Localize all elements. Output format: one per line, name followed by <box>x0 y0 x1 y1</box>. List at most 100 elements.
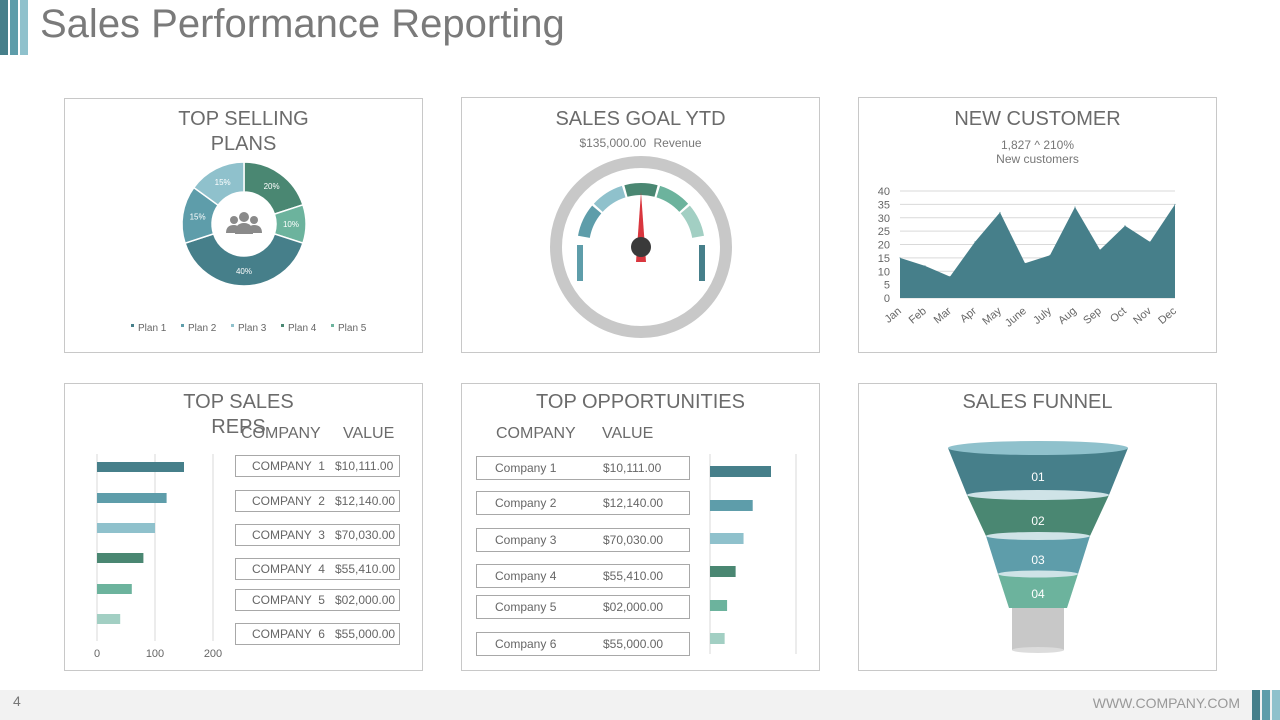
donut-slice-plan-1 <box>184 232 304 287</box>
area-point <box>924 265 926 267</box>
footer: 4 WWW.COMPANY.COM <box>0 690 1280 720</box>
legend-label: Plan 3 <box>238 323 267 334</box>
funnel-stage-label: 01 <box>1031 470 1045 484</box>
x-tick-label: July <box>1031 305 1054 327</box>
y-tick-label: 35 <box>878 199 890 211</box>
funnel-stage <box>986 536 1090 574</box>
funnel-rim <box>986 532 1090 540</box>
gauge-outer-ring <box>550 156 732 338</box>
column-header-company: COMPANY <box>496 425 576 442</box>
donut-slice-plan-3 <box>192 161 245 207</box>
funnel-stage <box>967 495 1109 536</box>
top-opportunities-panel: TOP OPPORTUNITIES COMPANY VALUE Company … <box>461 383 820 671</box>
x-tick-label: Sep <box>1081 305 1104 327</box>
x-tick-label: Mar <box>932 305 954 327</box>
x-tick-label: Aug <box>1056 305 1079 327</box>
slice-data-label: 15% <box>215 178 231 187</box>
funnel-stem-base <box>1012 647 1064 653</box>
slice-data-label: 40% <box>236 267 252 276</box>
company-name: COMPANY 6 <box>252 627 325 641</box>
company-name: COMPANY 3 <box>252 528 325 542</box>
x-tick-label: Oct <box>1108 305 1129 325</box>
panel-title: SALES FUNNEL <box>962 391 1113 413</box>
legend-swatch <box>131 324 134 327</box>
table-row: Company 2 $12,140.00 <box>476 491 690 515</box>
bar <box>710 500 753 511</box>
legend-swatch <box>181 324 184 327</box>
users-icon-body <box>248 225 262 233</box>
y-tick-label: 30 <box>878 213 890 225</box>
area-point <box>1074 206 1076 208</box>
y-tick-label: 25 <box>878 226 890 238</box>
area-point <box>1149 241 1151 243</box>
legend-label: Plan 5 <box>338 323 367 334</box>
company-value: $55,000.00 <box>603 637 664 651</box>
bar <box>97 462 184 472</box>
company-name: Company 1 <box>495 461 557 475</box>
company-name: COMPANY 5 <box>252 593 325 607</box>
company-value: $10,111.00 <box>603 461 662 475</box>
sales-goal-panel: SALES GOAL YTD $135,000.00 Revenue <box>461 97 820 353</box>
revenue-label: Revenue <box>653 136 702 150</box>
company-value: $55,000.00 <box>335 627 396 641</box>
sales-funnel-panel: SALES FUNNEL 01 02 03 04 <box>858 383 1217 671</box>
company-name: COMPANY 1 <box>252 459 325 473</box>
users-icon <box>226 212 262 234</box>
x-tick-label: Apr <box>958 305 979 325</box>
revenue-line: $135,000.00 Revenue <box>462 136 819 150</box>
column-header-value: VALUE <box>343 425 395 442</box>
funnel-rim <box>998 570 1078 578</box>
company-value: $10,111.00 <box>335 459 394 473</box>
bar <box>710 600 728 611</box>
bar <box>710 633 725 644</box>
slice-data-label: 10% <box>283 220 299 229</box>
area-point <box>1024 262 1026 264</box>
bar <box>710 566 736 577</box>
area-point <box>899 257 901 259</box>
gauge-chart <box>550 156 732 338</box>
legend-label: Plan 4 <box>288 323 317 334</box>
legend-label: Plan 2 <box>188 323 217 334</box>
y-tick-label: 20 <box>878 240 890 252</box>
company-name: Company 3 <box>495 533 557 547</box>
top-sales-reps-panel: TOP SALES REPS COMPANY VALUE 0 100 200 COM… <box>64 383 423 671</box>
panel-title: TOP SALES REPS <box>183 391 294 438</box>
table-row: COMPANY 4 $55,410.00 <box>235 558 400 580</box>
gauge-segment <box>680 205 704 238</box>
table-row: COMPANY 3 $70,030.00 <box>235 524 400 546</box>
new-customer-panel: NEW CUSTOMER 1,827 ^ 210% New customers … <box>858 97 1217 353</box>
table-row: COMPANY 1 $10,111.00 <box>235 455 400 477</box>
users-icon-head <box>250 216 258 224</box>
y-tick-label: 10 <box>878 266 890 278</box>
gauge-segment <box>656 185 689 212</box>
new-customer-stat: 1,827 ^ 210% <box>1000 138 1075 152</box>
area-point <box>1049 254 1051 256</box>
table-row: COMPANY 5 $02,000.00 <box>235 589 400 611</box>
funnel-rim <box>967 490 1109 500</box>
funnel-chart: 01 02 03 04 <box>948 441 1128 653</box>
area-point <box>1174 203 1176 205</box>
table-row: Company 1 $10,111.00 <box>476 456 690 480</box>
funnel-stage <box>998 574 1078 608</box>
x-tick-label: Dec <box>1156 305 1179 327</box>
legend-swatch <box>281 324 284 327</box>
company-value: $55,410.00 <box>335 562 396 576</box>
company-value: $70,030.00 <box>603 533 664 547</box>
donut-chart: 20% 10% 40% 15% 15% Plan 1 Plan 2 Plan 3 Plan 4 P… <box>131 161 367 334</box>
panel-title: TOP OPPORTUNITIES <box>536 391 745 413</box>
company-name: Company 5 <box>495 600 557 614</box>
new-customer-stat-label: New customers <box>996 152 1079 166</box>
bar <box>710 466 771 477</box>
funnel-stage-label: 04 <box>1031 587 1045 601</box>
x-tick-label: Feb <box>907 305 929 326</box>
x-tick-label: 200 <box>204 648 222 660</box>
company-name: Company 2 <box>495 496 557 510</box>
panel-title: NEW CUSTOMER <box>954 108 1121 130</box>
area-point <box>974 241 976 243</box>
funnel-stage-label: 02 <box>1031 514 1045 528</box>
slice-data-label: 15% <box>190 213 206 222</box>
y-tick-label: 40 <box>878 186 890 198</box>
legend-swatch <box>231 324 234 327</box>
funnel-stage-label: 03 <box>1031 553 1045 567</box>
x-tick-label: 100 <box>146 648 164 660</box>
